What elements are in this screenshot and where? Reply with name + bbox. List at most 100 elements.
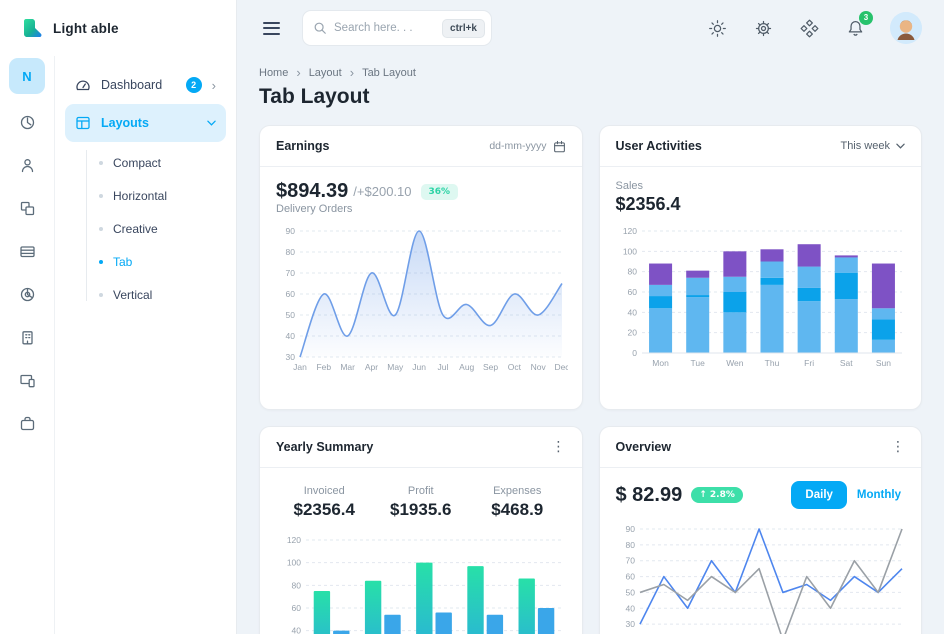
main-area: ctrl+k 3 <box>237 0 944 634</box>
briefcase-icon[interactable] <box>10 406 44 440</box>
earnings-area-chart: 30 40 50 60 70 80 90 Jan Feb Mar Apr May Jun Jul Aug Se… <box>276 223 568 375</box>
svg-text:50: 50 <box>286 310 296 320</box>
week-filter-dropdown[interactable]: This week <box>840 140 905 152</box>
svg-text:30: 30 <box>286 352 296 362</box>
stat-profit: Profit $1935.6 <box>390 485 452 519</box>
breadcrumb-layout[interactable]: Layout <box>308 66 342 79</box>
sidebar-item-creative[interactable]: Creative <box>65 212 226 245</box>
svg-text:40: 40 <box>292 626 302 634</box>
svg-text:Mon: Mon <box>652 358 669 368</box>
svg-text:80: 80 <box>625 540 635 550</box>
svg-text:Tue: Tue <box>690 358 705 368</box>
svg-text:Wen: Wen <box>726 358 744 368</box>
search-box: ctrl+k <box>302 10 492 46</box>
svg-text:50: 50 <box>625 587 635 597</box>
svg-text:Apr: Apr <box>365 362 378 372</box>
table-icon[interactable] <box>10 234 44 268</box>
sidebar-item-dashboard[interactable]: Dashboard 2 › <box>65 66 226 104</box>
notification-bell-icon[interactable]: 3 <box>844 10 873 40</box>
sidebar-item-horizontal[interactable]: Horizontal <box>65 179 226 212</box>
svg-text:40: 40 <box>625 603 635 613</box>
chevron-down-icon <box>896 143 905 149</box>
overview-line-chart: 2030405060708090 <box>616 521 906 634</box>
chevron-right-icon: › <box>211 77 216 93</box>
card-title: User Activities <box>615 139 702 153</box>
svg-text:Thu: Thu <box>764 358 779 368</box>
clock-pie-icon[interactable] <box>10 105 44 139</box>
overview-value: $ 82.99 <box>615 483 683 506</box>
search-icon <box>313 21 327 35</box>
svg-text:Sat: Sat <box>839 358 852 368</box>
svg-text:Dec: Dec <box>554 362 568 372</box>
layouts-submenu: Compact Horizontal Creative Tab Vertical <box>65 146 226 311</box>
chevron-right-icon: › <box>296 65 301 80</box>
svg-text:Jan: Jan <box>293 362 307 372</box>
svg-text:70: 70 <box>625 556 635 566</box>
svg-text:90: 90 <box>286 226 296 236</box>
sidebar: Light able N <box>0 0 237 634</box>
icon-rail: N <box>0 56 55 634</box>
sales-value: $2356.4 <box>615 194 681 214</box>
svg-text:90: 90 <box>625 524 635 534</box>
svg-text:Aug: Aug <box>459 362 474 372</box>
svg-text:60: 60 <box>292 603 302 613</box>
pie-chart-icon[interactable] <box>10 277 44 311</box>
svg-text:60: 60 <box>625 572 635 582</box>
devices-icon[interactable] <box>10 363 44 397</box>
user-icon[interactable] <box>10 148 44 182</box>
sidebar-item-compact[interactable]: Compact <box>65 146 226 179</box>
monthly-tab-button[interactable]: Monthly <box>847 481 905 509</box>
svg-text:20: 20 <box>627 328 637 338</box>
daily-tab-button[interactable]: Daily <box>791 481 847 509</box>
hamburger-menu-icon[interactable] <box>259 18 284 39</box>
brand-logo-icon <box>22 17 44 39</box>
topbar-actions: 3 <box>706 10 922 44</box>
brand-name: Light able <box>53 20 119 36</box>
page-content: Home › Layout › Tab Layout Tab Layout Ea… <box>237 56 944 634</box>
kebab-menu-icon[interactable]: ⋮ <box>551 439 566 455</box>
topbar: ctrl+k 3 <box>237 0 944 56</box>
overlap-windows-icon[interactable] <box>10 191 44 225</box>
settings-gear-icon[interactable] <box>752 17 775 40</box>
gauge-icon <box>76 80 90 91</box>
svg-text:Jun: Jun <box>412 362 426 372</box>
building-icon[interactable] <box>10 320 44 354</box>
chevron-down-icon <box>207 120 216 126</box>
sidebar-item-layouts[interactable]: Layouts <box>65 104 226 142</box>
svg-text:May: May <box>387 362 404 372</box>
sidebar-item-tab[interactable]: Tab <box>65 245 226 278</box>
rail-avatar[interactable]: N <box>9 58 45 94</box>
svg-text:80: 80 <box>292 580 302 590</box>
theme-sun-icon[interactable] <box>706 17 729 40</box>
overview-growth-badge: ↑ 2.8% <box>691 487 743 503</box>
sidebar-item-label: Dashboard <box>101 78 163 92</box>
breadcrumb-home[interactable]: Home <box>259 66 289 79</box>
stat-invoiced: Invoiced $2356.4 <box>293 485 355 519</box>
apps-grid-icon[interactable] <box>798 17 821 40</box>
bullet-icon <box>99 193 103 198</box>
svg-text:0: 0 <box>632 348 637 358</box>
svg-text:100: 100 <box>287 558 301 568</box>
brand[interactable]: Light able <box>0 0 236 56</box>
svg-text:60: 60 <box>627 287 637 297</box>
search-input[interactable] <box>334 22 436 34</box>
svg-text:Sun: Sun <box>875 358 890 368</box>
user-avatar[interactable] <box>890 12 922 44</box>
earnings-delta: /+$200.10 <box>353 184 412 199</box>
kebab-menu-icon[interactable]: ⋮ <box>891 439 905 455</box>
svg-text:Nov: Nov <box>531 362 547 372</box>
bullet-icon <box>99 160 103 165</box>
svg-text:70: 70 <box>286 268 296 278</box>
svg-text:120: 120 <box>287 535 301 545</box>
svg-text:80: 80 <box>286 247 296 257</box>
bullet-icon <box>99 292 103 297</box>
svg-text:Sep: Sep <box>483 362 498 372</box>
breadcrumb: Home › Layout › Tab Layout <box>259 66 922 79</box>
earnings-value: $894.39 <box>276 180 349 202</box>
date-picker[interactable]: dd-mm-yyyy <box>489 140 565 153</box>
sidebar-item-vertical[interactable]: Vertical <box>65 278 226 311</box>
sales-label: Sales <box>615 180 644 192</box>
svg-text:Oct: Oct <box>508 362 522 372</box>
svg-text:40: 40 <box>627 307 637 317</box>
